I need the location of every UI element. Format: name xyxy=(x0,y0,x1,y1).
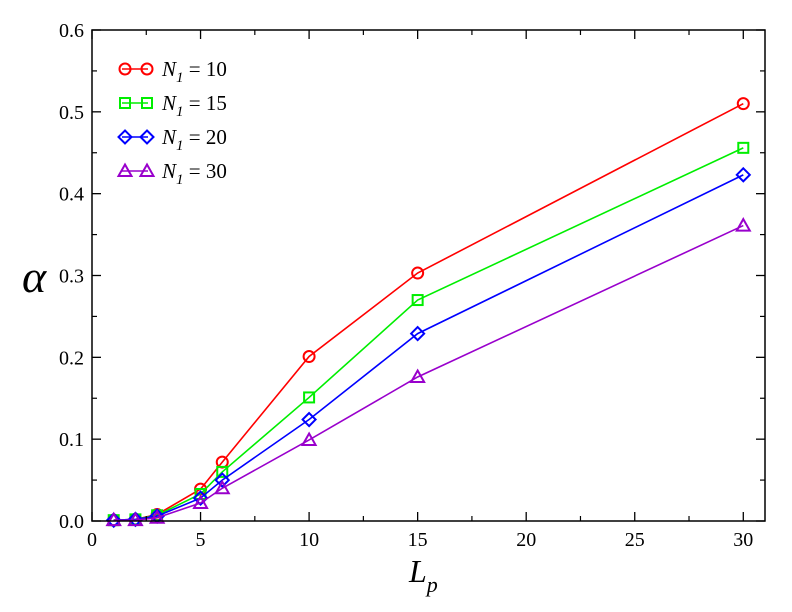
y-tick-label: 0.1 xyxy=(59,429,84,451)
data-point xyxy=(303,391,316,404)
data-point xyxy=(192,494,209,509)
data-point xyxy=(735,217,752,232)
series-4 xyxy=(105,217,752,527)
data-point xyxy=(214,479,231,495)
legend-label: N1 = 20 xyxy=(161,125,227,154)
legend-marker xyxy=(141,97,153,109)
legend-item: N1 = 20 xyxy=(117,125,227,154)
legend-label: N1 = 15 xyxy=(161,91,227,120)
y-tick-label: 0.4 xyxy=(59,184,84,206)
y-tick-label: 0.2 xyxy=(59,347,84,369)
legend-item: N1 = 15 xyxy=(119,91,227,120)
y-tick-label: 0.3 xyxy=(59,266,84,288)
legend-marker xyxy=(117,129,133,145)
data-point xyxy=(105,511,122,527)
x-tick-label: 25 xyxy=(625,529,645,551)
legend-marker xyxy=(139,129,155,145)
data-point xyxy=(302,350,316,364)
legend-item: N1 = 10 xyxy=(118,57,227,86)
legend-marker xyxy=(116,162,134,177)
data-point xyxy=(127,511,144,527)
data-point xyxy=(409,325,426,342)
x-axis-label-main: L xyxy=(408,553,427,589)
ticks-layer: 0 5 10 15 20 25 30 0.0 0.1 0.2 0.3 0.4 0.5 0.6 xyxy=(59,20,765,551)
data-point xyxy=(737,141,750,154)
data-point xyxy=(411,266,425,280)
legend-marker xyxy=(138,162,156,177)
y-axis-label: α xyxy=(22,251,47,302)
legend-label: N1 = 10 xyxy=(161,57,227,86)
x-tick-label: 5 xyxy=(196,529,206,551)
data-point xyxy=(105,512,122,529)
legend-marker xyxy=(140,62,154,76)
x-tick-label: 15 xyxy=(408,529,428,551)
data-point xyxy=(301,411,318,428)
y-tick-label: 0.0 xyxy=(59,511,84,533)
y-tick-label: 0.5 xyxy=(59,102,84,124)
legend-label: N1 = 30 xyxy=(161,159,227,188)
data-point xyxy=(736,97,750,111)
plot-layer xyxy=(105,97,752,529)
x-tick-label: 20 xyxy=(516,529,536,551)
data-point xyxy=(411,294,424,307)
data-point xyxy=(300,431,318,446)
data-point xyxy=(409,368,426,383)
x-tick-label: 30 xyxy=(733,529,753,551)
data-point xyxy=(148,509,166,524)
legend-marker xyxy=(118,62,132,76)
x-axis-label-sub: p xyxy=(425,572,438,597)
y-tick-label: 0.6 xyxy=(59,20,84,42)
legend-item: N1 = 30 xyxy=(116,159,227,188)
legend-marker xyxy=(119,97,131,109)
data-point xyxy=(214,472,231,488)
data-point xyxy=(735,166,752,183)
x-tick-label: 10 xyxy=(299,529,319,551)
x-tick-label: 0 xyxy=(87,529,97,551)
legend: N1 = 10 N1 = 15 N1 = 20 N1 = 30 xyxy=(116,57,227,188)
x-axis-label: Lp xyxy=(408,553,438,597)
data-point xyxy=(192,490,209,507)
data-point xyxy=(216,465,229,478)
